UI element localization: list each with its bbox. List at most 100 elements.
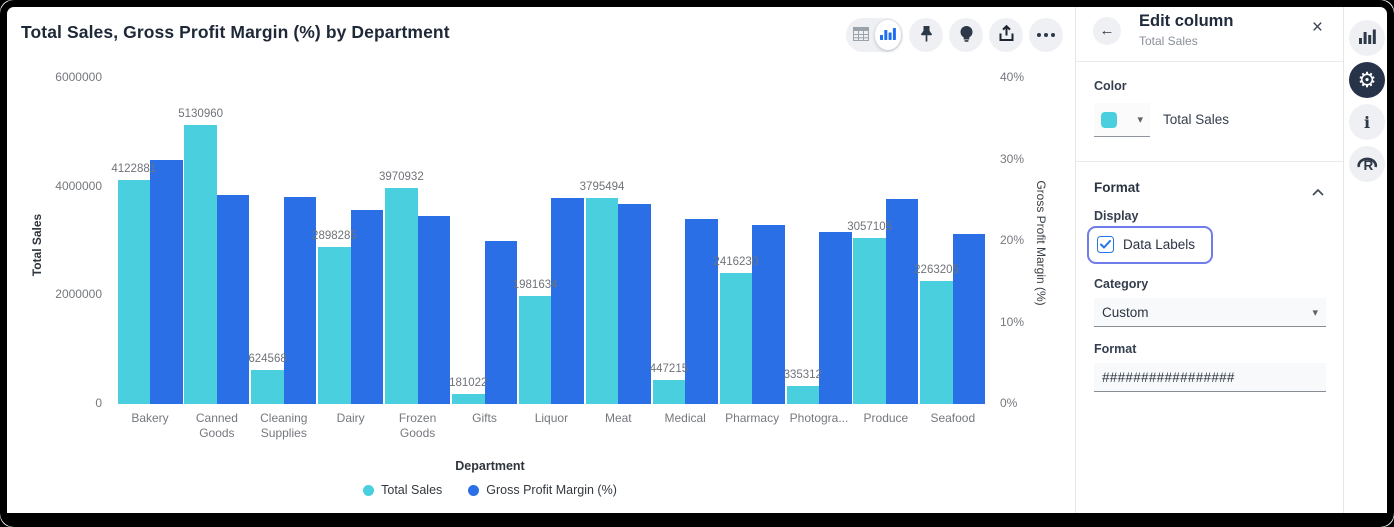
bar-total-sales[interactable] bbox=[184, 125, 217, 404]
legend-label: Gross Profit Margin (%) bbox=[486, 483, 617, 497]
bar-gross-profit-margin[interactable] bbox=[618, 203, 651, 404]
bar-gross-profit-margin[interactable] bbox=[685, 218, 718, 404]
data-label: 624568 bbox=[248, 353, 287, 366]
lightbulb-icon bbox=[959, 25, 974, 46]
edit-column-panel: ← Edit column Total Sales × Color ▾ Tota… bbox=[1075, 0, 1344, 527]
y-right-tick: 0% bbox=[1000, 396, 1018, 410]
y-left-axis-title: Total Sales bbox=[30, 213, 44, 277]
legend-dot-icon bbox=[363, 484, 375, 496]
divider bbox=[1076, 161, 1344, 162]
bar-total-sales[interactable] bbox=[385, 188, 418, 404]
bar-total-sales[interactable] bbox=[585, 197, 619, 404]
bar-gross-profit-margin[interactable] bbox=[283, 196, 317, 404]
info-icon: i bbox=[1363, 112, 1371, 132]
data-label: 181022 bbox=[449, 377, 488, 390]
data-label: 3057105 bbox=[847, 220, 893, 233]
legend-dot-icon bbox=[468, 484, 480, 496]
panel-title: Edit column bbox=[1139, 12, 1234, 30]
format-field-label: Format bbox=[1094, 342, 1137, 356]
format-section-heading: Format bbox=[1094, 180, 1140, 195]
chart-toolbar bbox=[846, 18, 1063, 52]
collapse-section-button[interactable] bbox=[1312, 183, 1324, 201]
y-left-tick: 4000000 bbox=[55, 178, 102, 193]
data-label: 2898285 bbox=[312, 229, 357, 242]
bar-chart-icon bbox=[879, 27, 896, 44]
x-axis-category-label: Bakery bbox=[131, 411, 169, 425]
x-axis-category-label: Frozen Goods bbox=[398, 411, 437, 440]
close-icon: × bbox=[1311, 17, 1323, 38]
bar-gross-profit-margin[interactable] bbox=[150, 159, 183, 404]
bar-gross-profit-margin[interactable] bbox=[417, 215, 451, 404]
data-labels-checkbox-row[interactable]: Data Labels bbox=[1097, 236, 1195, 253]
bar-gross-profit-margin[interactable] bbox=[216, 194, 250, 404]
bar-total-sales[interactable] bbox=[719, 272, 753, 404]
rail-chart-button[interactable] bbox=[1349, 20, 1385, 56]
data-labels-label: Data Labels bbox=[1123, 237, 1196, 252]
bar-gross-profit-margin[interactable] bbox=[819, 232, 852, 404]
format-input[interactable] bbox=[1094, 363, 1326, 392]
y-right-tick: 20% bbox=[1000, 233, 1025, 247]
bar-gross-profit-margin[interactable] bbox=[484, 241, 517, 404]
color-swatch bbox=[1101, 111, 1117, 128]
x-axis-category-label: Dairy bbox=[336, 411, 365, 425]
bar-total-sales[interactable] bbox=[786, 385, 819, 404]
bar-total-sales[interactable] bbox=[452, 394, 485, 404]
bar-total-sales[interactable] bbox=[518, 296, 552, 404]
y-right-tick: 40% bbox=[1000, 70, 1025, 84]
bar-total-sales[interactable] bbox=[853, 237, 886, 404]
x-axis-category-label: Meat bbox=[604, 411, 632, 425]
y-left-tick: 0 bbox=[95, 396, 102, 410]
rail-info-button[interactable]: i bbox=[1349, 104, 1385, 140]
bar-total-sales[interactable] bbox=[318, 246, 351, 404]
pin-button[interactable] bbox=[909, 18, 943, 52]
category-select[interactable]: Custom ▾ bbox=[1094, 298, 1326, 327]
category-select-value: Custom bbox=[1102, 304, 1149, 320]
x-axis-category-label: Seafood bbox=[930, 411, 976, 425]
bar-gross-profit-margin[interactable] bbox=[752, 224, 785, 404]
gear-icon: ⚙ bbox=[1357, 68, 1377, 92]
bar-total-sales[interactable] bbox=[117, 179, 150, 404]
view-toggle bbox=[846, 18, 903, 52]
more-options-button[interactable] bbox=[1029, 18, 1063, 52]
rail-r-button[interactable]: R bbox=[1349, 146, 1385, 182]
table-icon bbox=[853, 26, 870, 44]
bar-gross-profit-margin[interactable] bbox=[952, 234, 986, 404]
chart-title: Total Sales, Gross Profit Margin (%) by … bbox=[21, 22, 450, 42]
bar-gross-profit-margin[interactable] bbox=[350, 210, 384, 404]
color-section-label: Color bbox=[1094, 79, 1127, 93]
color-dropdown[interactable]: ▾ bbox=[1094, 103, 1150, 137]
y-right-axis-title: Gross Profit Margin (%) bbox=[1034, 180, 1048, 306]
chevron-up-icon bbox=[1312, 183, 1324, 200]
panel-header: ← Edit column Total Sales × bbox=[1076, 0, 1343, 62]
pin-icon bbox=[919, 25, 934, 45]
bar-gross-profit-margin[interactable] bbox=[551, 197, 584, 404]
rail-settings-button[interactable]: ⚙ bbox=[1349, 62, 1385, 98]
checkbox-checked-icon[interactable] bbox=[1097, 236, 1114, 253]
y-right-tick: 10% bbox=[1000, 314, 1025, 329]
x-axis-category-label: Photogra... bbox=[789, 411, 849, 425]
bar-gross-profit-margin[interactable] bbox=[885, 199, 919, 404]
panel-subtitle: Total Sales bbox=[1139, 34, 1198, 48]
chart-legend: Total Sales Gross Profit Margin (%) bbox=[0, 483, 980, 497]
chart-view-button[interactable] bbox=[874, 20, 901, 50]
legend-label: Total Sales bbox=[381, 483, 443, 497]
y-left-tick: 2000000 bbox=[55, 287, 102, 302]
legend-item[interactable]: Total Sales bbox=[363, 483, 442, 497]
y-left-tick: 6000000 bbox=[55, 70, 102, 84]
table-view-button[interactable] bbox=[848, 20, 875, 50]
lightbulb-button[interactable] bbox=[949, 18, 983, 52]
back-button[interactable]: ← bbox=[1093, 17, 1121, 45]
close-button[interactable]: × bbox=[1312, 18, 1323, 38]
data-label: 2263205 bbox=[914, 264, 959, 277]
ellipsis-icon bbox=[1037, 33, 1055, 37]
x-axis-category-label: Pharmacy bbox=[725, 411, 780, 425]
legend-item[interactable]: Gross Profit Margin (%) bbox=[468, 483, 617, 497]
share-button[interactable] bbox=[989, 18, 1023, 52]
bar-total-sales[interactable] bbox=[920, 281, 953, 404]
data-label: 1981634 bbox=[512, 279, 558, 292]
data-label: 3970932 bbox=[378, 171, 424, 184]
bar-total-sales[interactable] bbox=[652, 379, 686, 404]
bar-total-sales[interactable] bbox=[251, 370, 284, 404]
x-axis-category-label: Liquor bbox=[534, 411, 569, 425]
